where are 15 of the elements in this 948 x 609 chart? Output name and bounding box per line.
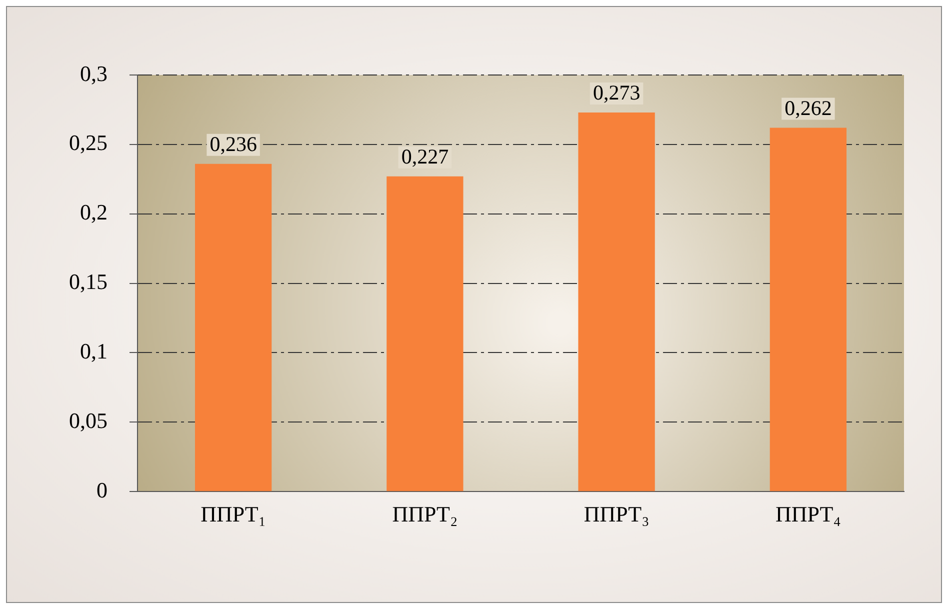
- data-label: 0,236: [210, 132, 257, 156]
- y-tick-label: 0,1: [80, 338, 108, 364]
- x-tick-label: ППРТ₄: [775, 502, 841, 527]
- x-tick-label: ППРТ₂: [392, 502, 458, 527]
- x-tick-label: ППРТ₃: [584, 502, 650, 527]
- data-label: 0,262: [784, 96, 832, 120]
- y-tick-label: 0: [96, 477, 108, 502]
- data-label: 0,273: [592, 80, 640, 105]
- y-tick-label: 0,05: [69, 408, 108, 433]
- y-tick-label: 0,15: [69, 269, 108, 294]
- data-label: 0,227: [401, 144, 449, 168]
- y-tick-label: 0,25: [69, 130, 108, 156]
- x-tick-label: ППРТ₁: [200, 502, 266, 527]
- y-tick-label: 0,2: [80, 200, 108, 225]
- y-tick-label: 0,3: [80, 60, 108, 86]
